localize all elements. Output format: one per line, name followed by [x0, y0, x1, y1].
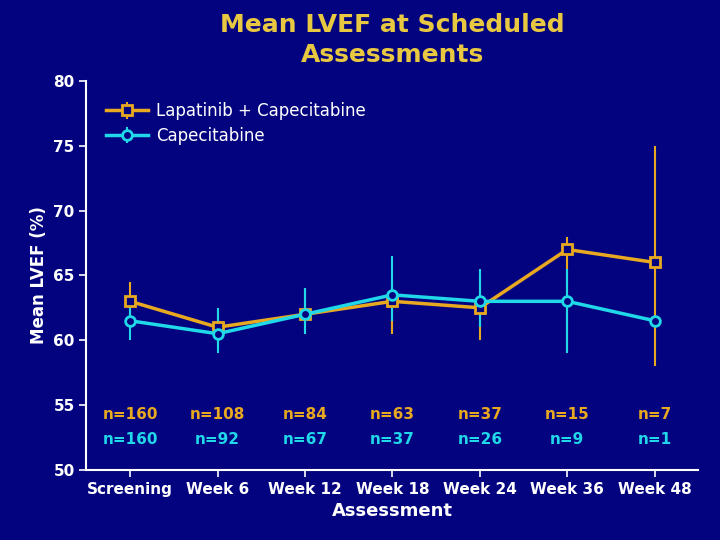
Text: n=37: n=37 — [370, 433, 415, 448]
Text: n=63: n=63 — [370, 407, 415, 422]
Text: n=37: n=37 — [457, 407, 503, 422]
Text: n=160: n=160 — [102, 433, 158, 448]
Title: Mean LVEF at Scheduled
Assessments: Mean LVEF at Scheduled Assessments — [220, 13, 564, 66]
Text: n=160: n=160 — [102, 407, 158, 422]
Legend: Lapatinib + Capecitabine, Capecitabine: Lapatinib + Capecitabine, Capecitabine — [101, 97, 371, 150]
Text: n=7: n=7 — [638, 407, 672, 422]
X-axis label: Assessment: Assessment — [332, 502, 453, 520]
Text: n=9: n=9 — [550, 433, 585, 448]
Text: n=26: n=26 — [457, 433, 503, 448]
Text: n=92: n=92 — [195, 433, 240, 448]
Text: n=1: n=1 — [638, 433, 672, 448]
Text: n=84: n=84 — [282, 407, 328, 422]
Text: n=67: n=67 — [282, 433, 328, 448]
Text: n=108: n=108 — [190, 407, 246, 422]
Y-axis label: Mean LVEF (%): Mean LVEF (%) — [30, 206, 48, 345]
Text: n=15: n=15 — [545, 407, 590, 422]
